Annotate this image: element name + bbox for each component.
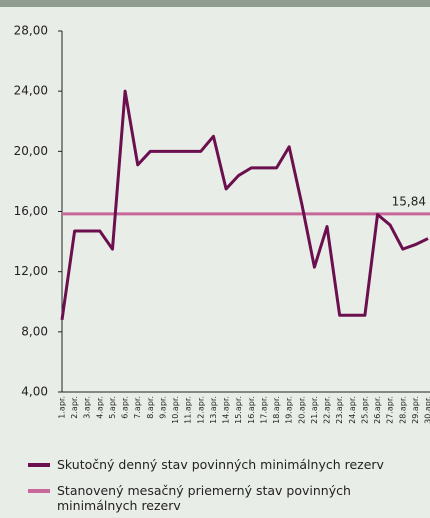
- legend-swatch: [28, 489, 50, 493]
- x-tick-label: 24.apr.: [348, 396, 357, 424]
- x-tick-label: 19.apr.: [285, 396, 294, 424]
- y-tick-label: 24,00: [14, 84, 48, 98]
- x-tick-label: 20.apr.: [297, 396, 306, 424]
- series-line: [60, 89, 429, 321]
- x-tick-label: 16.apr.: [247, 396, 256, 424]
- x-tick-label: 27.apr.: [386, 396, 395, 424]
- legend-label: Stanovený mesačný priemerný stav povinný…: [57, 483, 351, 513]
- x-tick-label: 14.apr.: [222, 396, 231, 424]
- y-tick-label: 4,00: [21, 385, 48, 399]
- x-tick-label: 25.apr.: [360, 396, 369, 424]
- y-tick-label: 28,00: [14, 24, 48, 38]
- x-tick-label: 13.apr.: [209, 396, 218, 424]
- x-tick-label: 17.apr.: [259, 396, 268, 424]
- x-tick-label: 12.apr.: [196, 396, 205, 424]
- y-tick-label: 20,00: [14, 144, 48, 158]
- x-tick-label: 18.apr.: [272, 396, 281, 424]
- x-tick-label: 8.apr.: [146, 396, 155, 419]
- y-tick-label: 16,00: [14, 204, 48, 218]
- y-tick-label: 8,00: [21, 324, 48, 338]
- x-tick-label: 5.apr.: [108, 396, 117, 419]
- top-band: [0, 0, 430, 7]
- x-tick-label: 15.apr.: [234, 396, 243, 424]
- x-tick-label: 30.apr.: [424, 396, 430, 424]
- x-tick-label: 1.apr.: [58, 396, 67, 419]
- x-tick-label: 22.apr.: [323, 396, 332, 424]
- reference-label: 15,84: [392, 194, 426, 208]
- x-tick-label: 2.apr.: [70, 396, 79, 419]
- legend-swatch: [28, 463, 50, 467]
- x-tick-label: 4.apr.: [95, 396, 104, 419]
- x-tick-label: 6.apr.: [121, 396, 130, 419]
- x-tick-label: 28.apr.: [398, 396, 407, 424]
- x-tick-label: 9.apr.: [158, 396, 167, 419]
- legend-label: Skutočný denný stav povinných minimálnyc…: [57, 457, 384, 472]
- x-tick-label: 26.apr.: [373, 396, 382, 424]
- y-tick-label: 12,00: [14, 264, 48, 278]
- x-tick-label: 11.apr.: [184, 396, 193, 424]
- x-tick-label: 10.apr.: [171, 396, 180, 424]
- x-tick-label: 7.apr.: [133, 396, 142, 419]
- x-tick-label: 23.apr.: [335, 396, 344, 424]
- x-tick-label: 3.apr.: [83, 396, 92, 419]
- x-tick-label: 21.apr.: [310, 396, 319, 424]
- x-tick-label: 29.apr.: [411, 396, 420, 424]
